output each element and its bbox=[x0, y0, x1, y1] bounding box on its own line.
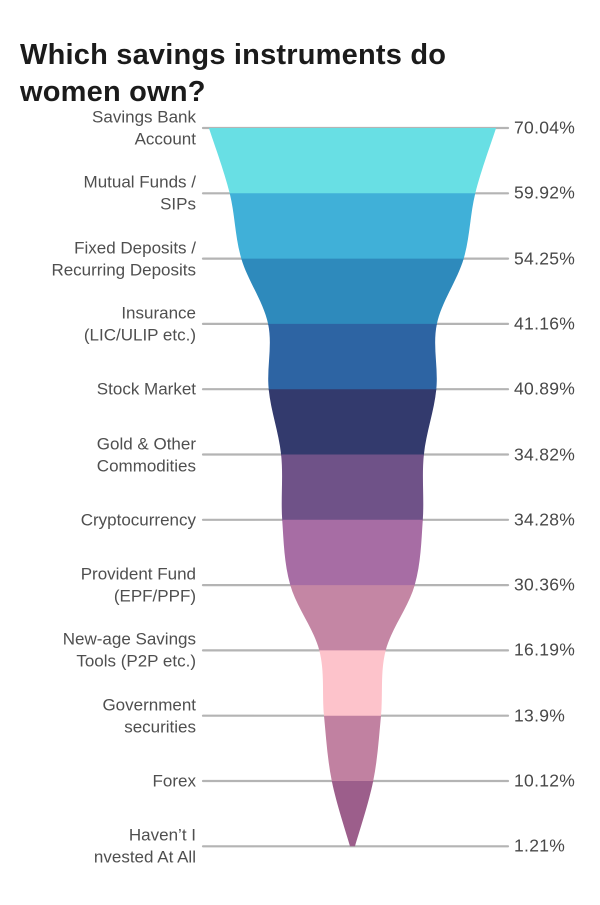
funnel-category-label: Cryptocurrency bbox=[80, 510, 196, 530]
funnel-value-label: 70.04% bbox=[514, 117, 576, 138]
funnel-segment bbox=[319, 650, 386, 717]
funnel-value-label: 40.89% bbox=[514, 378, 576, 399]
page-title: Which savings instruments do women own? bbox=[20, 37, 446, 111]
funnel-value-label: 13.9% bbox=[514, 705, 566, 726]
funnel-value-label: 10.12% bbox=[514, 770, 576, 791]
funnel-segment bbox=[241, 258, 464, 325]
funnel-category-label: Insurance (LIC/ULIP etc.) bbox=[83, 303, 196, 345]
funnel-category-label: Provident Fund (EPF/PPF) bbox=[80, 564, 196, 606]
funnel-category-label: Forex bbox=[152, 771, 196, 791]
funnel-value-label: 59.92% bbox=[514, 182, 576, 203]
funnel-category-label: Fixed Deposits / Recurring Deposits bbox=[51, 238, 196, 280]
funnel-segment bbox=[282, 519, 423, 587]
funnel-category-label: Mutual Funds / SIPs bbox=[83, 172, 196, 214]
funnel-category-label: Haven’t I nvested At All bbox=[93, 825, 196, 867]
funnel-category-label: Gold & Other Commodities bbox=[96, 434, 196, 476]
page-title-line-1: Which savings instruments do bbox=[20, 39, 447, 72]
funnel-category-label: Government securities bbox=[102, 695, 196, 737]
funnel-value-label: 30.36% bbox=[514, 574, 576, 595]
funnel-segment bbox=[281, 454, 424, 521]
funnel-segment bbox=[324, 715, 381, 783]
funnel-segment bbox=[290, 585, 415, 652]
funnel-value-label: 54.25% bbox=[514, 248, 576, 269]
page-title-line-2: women own? bbox=[20, 76, 206, 109]
funnel-value-label: 34.82% bbox=[514, 444, 576, 465]
funnel-category-label: Stock Market bbox=[96, 379, 196, 399]
funnel-value-label: 41.16% bbox=[514, 313, 576, 334]
funnel-value-label: 1.21% bbox=[514, 835, 566, 856]
funnel-segment bbox=[229, 193, 476, 260]
funnel-value-label: 16.19% bbox=[514, 639, 576, 660]
funnel-value-label: 34.28% bbox=[514, 509, 576, 530]
funnel-segment bbox=[208, 128, 497, 195]
funnel-category-label: Savings Bank Account bbox=[92, 107, 196, 149]
funnel-category-label: New-age Savings Tools (P2P etc.) bbox=[62, 629, 196, 671]
funnel-segment bbox=[268, 389, 437, 456]
funnel-segment bbox=[331, 781, 374, 847]
funnel-segment bbox=[268, 323, 437, 391]
